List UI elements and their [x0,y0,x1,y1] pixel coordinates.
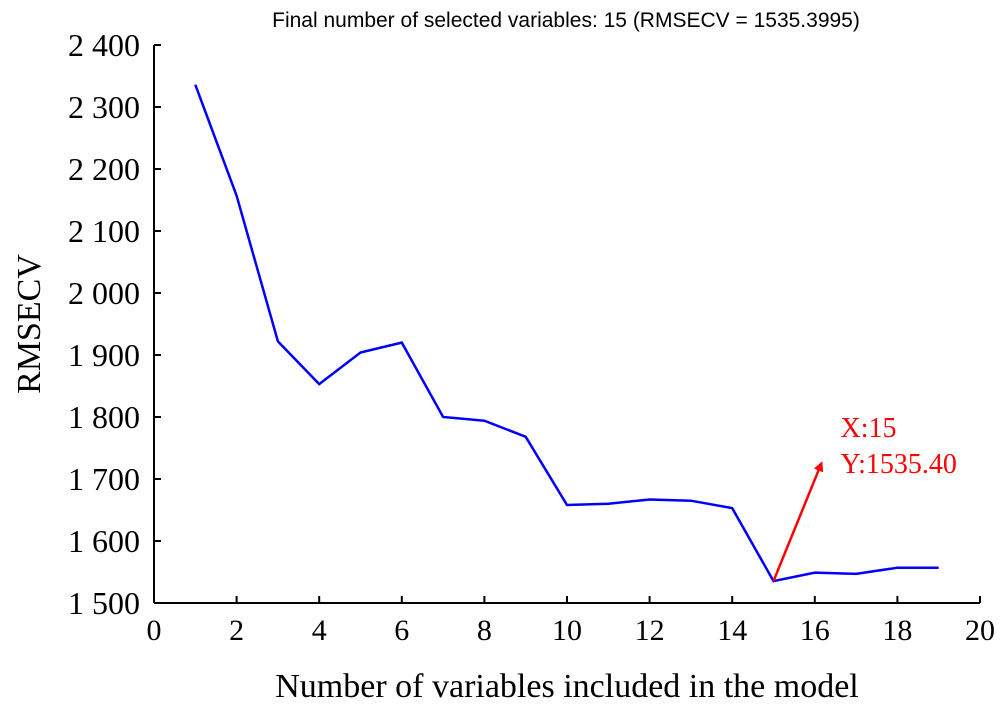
y-tick-label: 1 700 [68,461,140,497]
x-tick-label: 8 [477,614,492,647]
annotation-x-label: X:15 [841,413,897,444]
annotation-y-label: Y:1535.40 [841,449,957,480]
y-tick-label: 1 800 [68,399,140,435]
series-line [194,84,939,583]
x-tick-label: 6 [394,614,409,647]
series-layer [194,84,939,583]
y-tick-label: 1 600 [68,523,140,559]
y-tick-label: 2 000 [68,275,140,311]
x-tick-label: 18 [882,614,912,647]
y-tick-label: 2 200 [68,151,140,187]
y-tick-label: 2 100 [68,213,140,249]
x-axis-label: Number of variables included in the mode… [275,668,859,705]
x-tick-label: 14 [717,614,747,647]
plot-axes [153,45,980,604]
annotation-arrow [772,461,824,582]
x-tick-label: 12 [635,614,665,647]
y-tick-label: 2 300 [68,89,140,125]
y-tick-label: 1 500 [68,585,140,621]
x-tick-label: 4 [312,614,327,647]
y-axis-label: RMSECV [11,254,48,394]
x-tick-label: 10 [552,614,582,647]
y-tick-label: 2 400 [68,27,140,63]
x-tick-label: 2 [229,614,244,647]
y-tick-label: 1 900 [68,337,140,373]
x-axis-ticks: 0 2 4 6 8 10 12 14 16 18 20 [147,596,995,647]
x-tick-label: 16 [800,614,830,647]
x-tick-label: 20 [965,614,995,647]
chart-title: Final number of selected variables: 15 (… [272,9,860,32]
y-axis-ticks: 1 500 1 600 1 700 1 800 1 900 2 000 2 100 2 200… [68,27,161,621]
x-tick-label: 0 [147,614,162,647]
annotation-layer: X:15 Y:1535.40 [772,413,957,582]
